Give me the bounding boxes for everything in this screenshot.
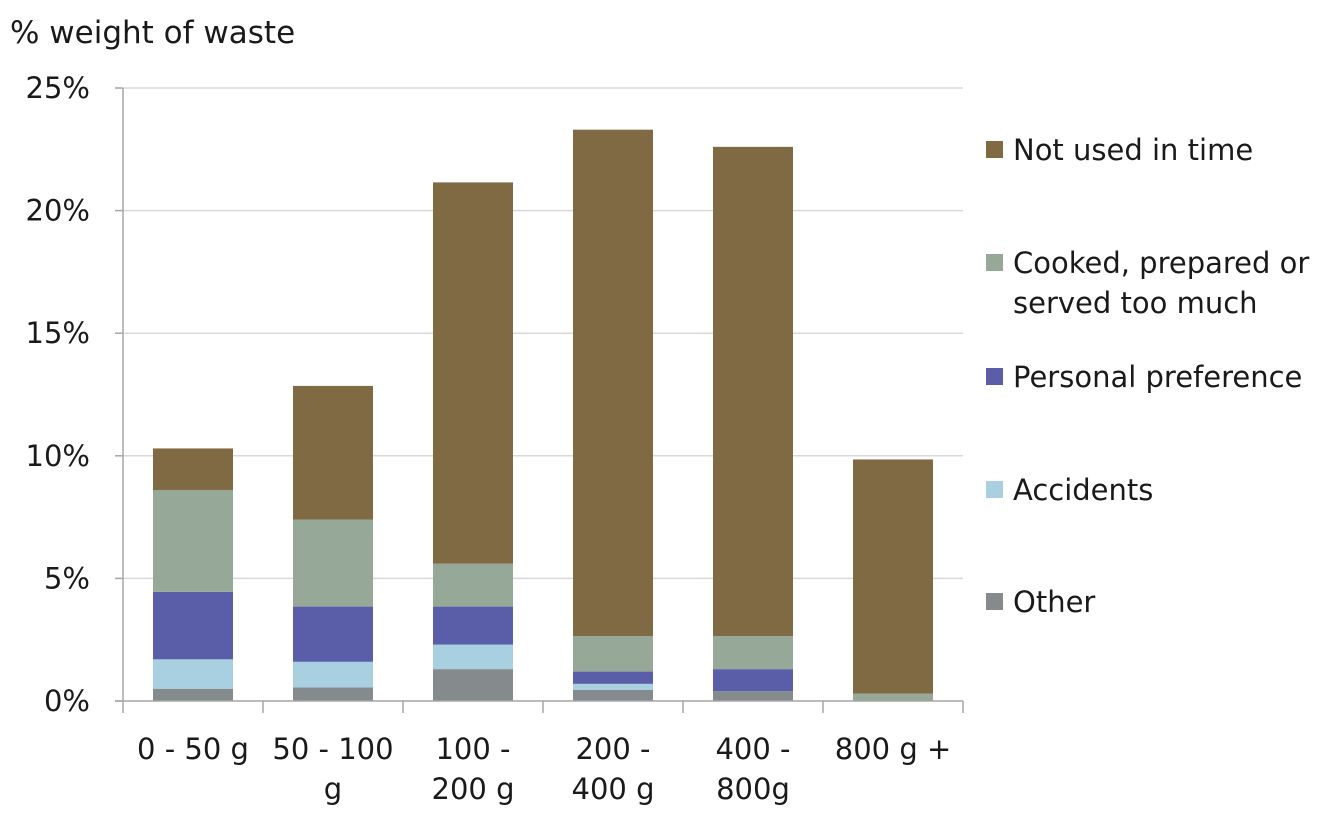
y-tick-label: 20% xyxy=(26,194,90,228)
bar-segment xyxy=(153,591,233,660)
bars xyxy=(153,129,933,701)
bar-segment xyxy=(713,146,793,637)
bar-segment xyxy=(853,459,933,694)
bar-segment xyxy=(293,606,373,662)
bar-segment xyxy=(153,448,233,491)
bar-segment xyxy=(573,636,653,672)
legend-label: Cooked, prepared or served too much xyxy=(1013,246,1309,320)
bar-segment xyxy=(153,659,233,689)
legend-swatch xyxy=(986,481,1003,498)
bar-segment xyxy=(713,691,793,701)
x-tick-label: 50 - 100 g xyxy=(272,732,393,806)
bar-segment xyxy=(433,669,513,701)
bar-segment xyxy=(153,688,233,701)
bar-segment xyxy=(293,687,373,701)
legend-swatch xyxy=(986,593,1003,610)
y-tick-label: 10% xyxy=(26,439,90,473)
bar-segment xyxy=(433,563,513,607)
legend-label: Personal preference xyxy=(1013,360,1302,394)
bar-segment xyxy=(153,490,233,592)
y-tick-label: 25% xyxy=(26,71,90,105)
bar-segment xyxy=(293,385,373,520)
legend-swatch xyxy=(986,368,1003,385)
x-tick-label: 0 - 50 g xyxy=(137,732,249,766)
x-tick-label: 200 -400 g xyxy=(572,732,655,806)
legend-swatch xyxy=(986,141,1003,158)
bar-segment xyxy=(573,683,653,690)
x-tick-label: 800 g + xyxy=(835,732,952,766)
y-tick-label: 0% xyxy=(44,684,90,718)
bar-segment xyxy=(573,671,653,684)
x-tick-label: 400 -800g xyxy=(715,732,790,806)
bar-segment xyxy=(293,519,373,607)
legend-label: Accidents xyxy=(1013,473,1153,507)
y-tick-label: 15% xyxy=(26,316,90,350)
legend-label: Not used in time xyxy=(1013,133,1253,167)
legend-label: Other xyxy=(1013,585,1095,619)
bar-segment xyxy=(293,661,373,688)
legend: Not used in time Cooked, prepared or serve… xyxy=(986,133,1309,619)
bar-segment xyxy=(713,669,793,692)
bar-segment xyxy=(433,182,513,564)
bar-segment xyxy=(713,636,793,670)
legend-swatch xyxy=(986,254,1003,271)
bar-segment xyxy=(573,129,653,637)
y-tick-label: 5% xyxy=(44,561,90,595)
x-tick-label: 100 -200 g xyxy=(432,732,515,806)
axes: 0% 5% 10% 15% 20% 25% 0 - 50 g 50 - 100 g 100 -20… xyxy=(26,71,964,806)
bar-segment xyxy=(853,693,933,701)
bar-segment xyxy=(573,689,653,701)
gridlines xyxy=(123,87,963,580)
bar-segment xyxy=(433,606,513,645)
y-axis-title: % weight of waste xyxy=(10,15,295,51)
bar-segment xyxy=(433,644,513,670)
